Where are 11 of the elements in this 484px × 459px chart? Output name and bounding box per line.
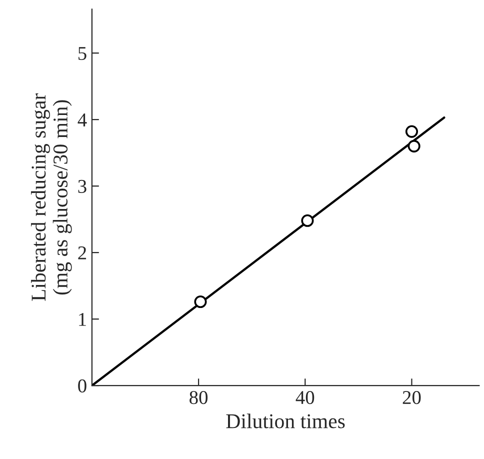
y-tick-label: 2 bbox=[78, 246, 86, 260]
y-tick-label: 4 bbox=[78, 114, 87, 126]
y-axis-title: Liberated reducing sugar (mg as glucose/30 min) bbox=[31, 93, 72, 301]
y-tick-label: 5 bbox=[78, 47, 86, 60]
y-tick-label: 3 bbox=[78, 180, 86, 194]
x-tick-label: 20 bbox=[402, 390, 421, 404]
x-axis-title: Dilution times bbox=[226, 414, 345, 428]
x-tick-label: 80 bbox=[190, 390, 208, 404]
y-tick-label: 0 bbox=[78, 379, 86, 392]
x-tick-label: 40 bbox=[296, 390, 314, 404]
y-tick-label: 1 bbox=[79, 312, 86, 326]
